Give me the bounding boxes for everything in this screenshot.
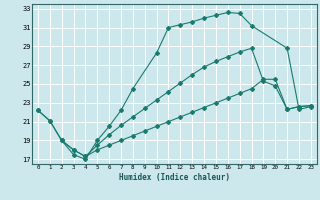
X-axis label: Humidex (Indice chaleur): Humidex (Indice chaleur) bbox=[119, 173, 230, 182]
